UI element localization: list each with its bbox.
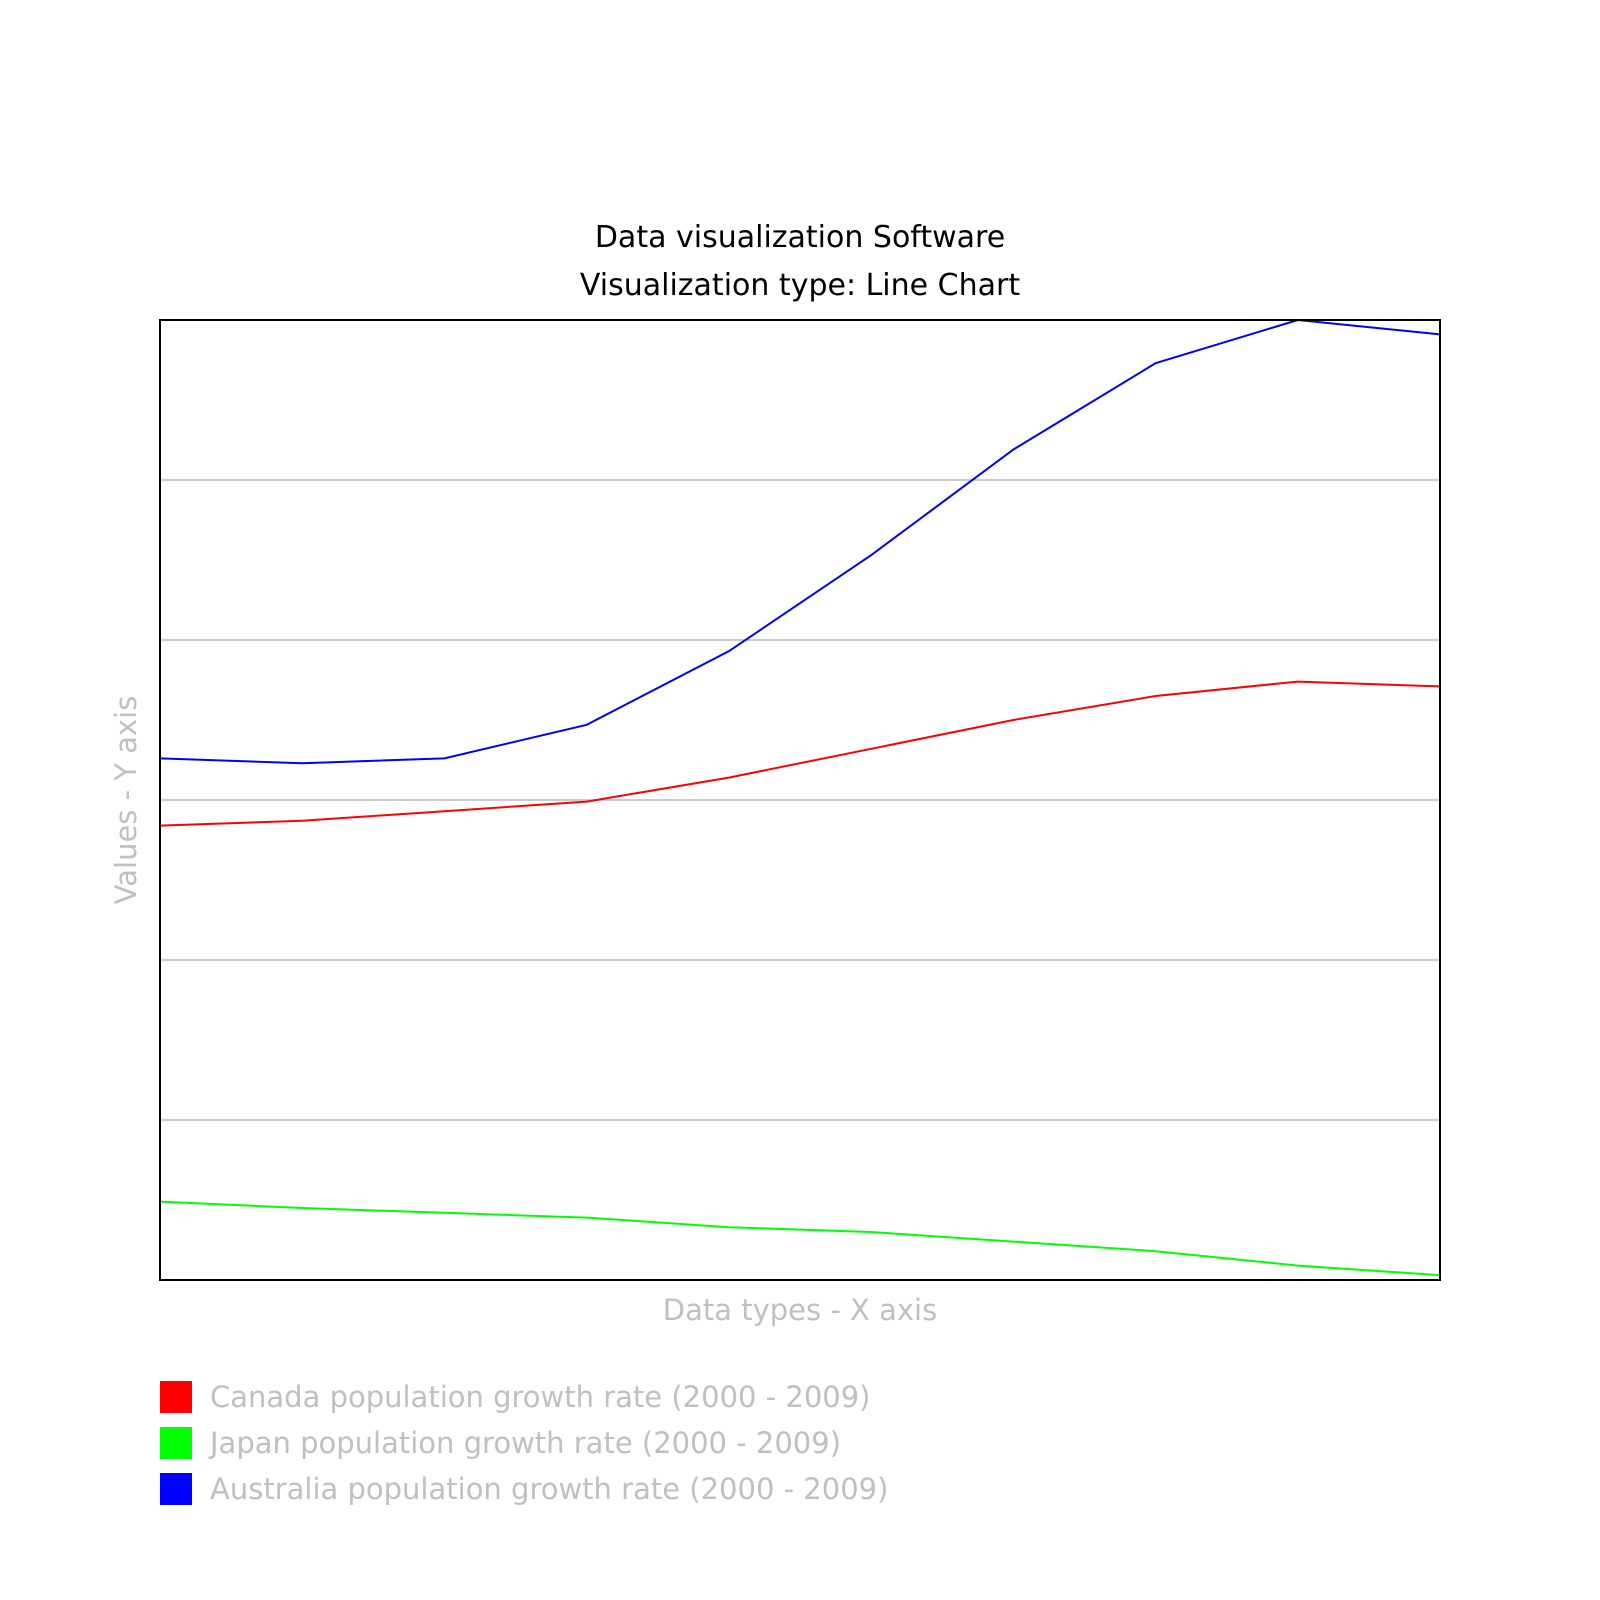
grid-lines <box>160 479 1440 1121</box>
plot-frame <box>159 319 1441 1281</box>
legend-item-australia: Australia population growth rate (2000 -… <box>160 1466 888 1512</box>
legend-swatch-japan <box>160 1427 192 1459</box>
x-axis-label: Data types - X axis <box>663 1293 937 1327</box>
chart-title: Data visualization Software <box>595 220 1005 255</box>
legend-swatch-australia <box>160 1473 192 1505</box>
series-line-canada <box>159 680 1441 827</box>
legend-swatch-canada <box>160 1381 192 1413</box>
series-line-australia <box>159 318 1441 765</box>
legend-item-canada: Canada population growth rate (2000 - 20… <box>160 1374 888 1420</box>
y-axis-label: Values - Y axis <box>109 696 143 905</box>
chart-subtitle: Visualization type: Line Chart <box>580 268 1020 303</box>
legend-item-japan: Japan population growth rate (2000 - 200… <box>160 1420 888 1466</box>
legend-label-canada: Canada population growth rate (2000 - 20… <box>210 1380 871 1414</box>
series-line-japan <box>159 1200 1441 1277</box>
legend-label-australia: Australia population growth rate (2000 -… <box>210 1472 889 1506</box>
legend: Canada population growth rate (2000 - 20… <box>160 1374 888 1512</box>
legend-label-japan: Japan population growth rate (2000 - 200… <box>210 1426 842 1460</box>
series-lines <box>159 318 1441 1277</box>
